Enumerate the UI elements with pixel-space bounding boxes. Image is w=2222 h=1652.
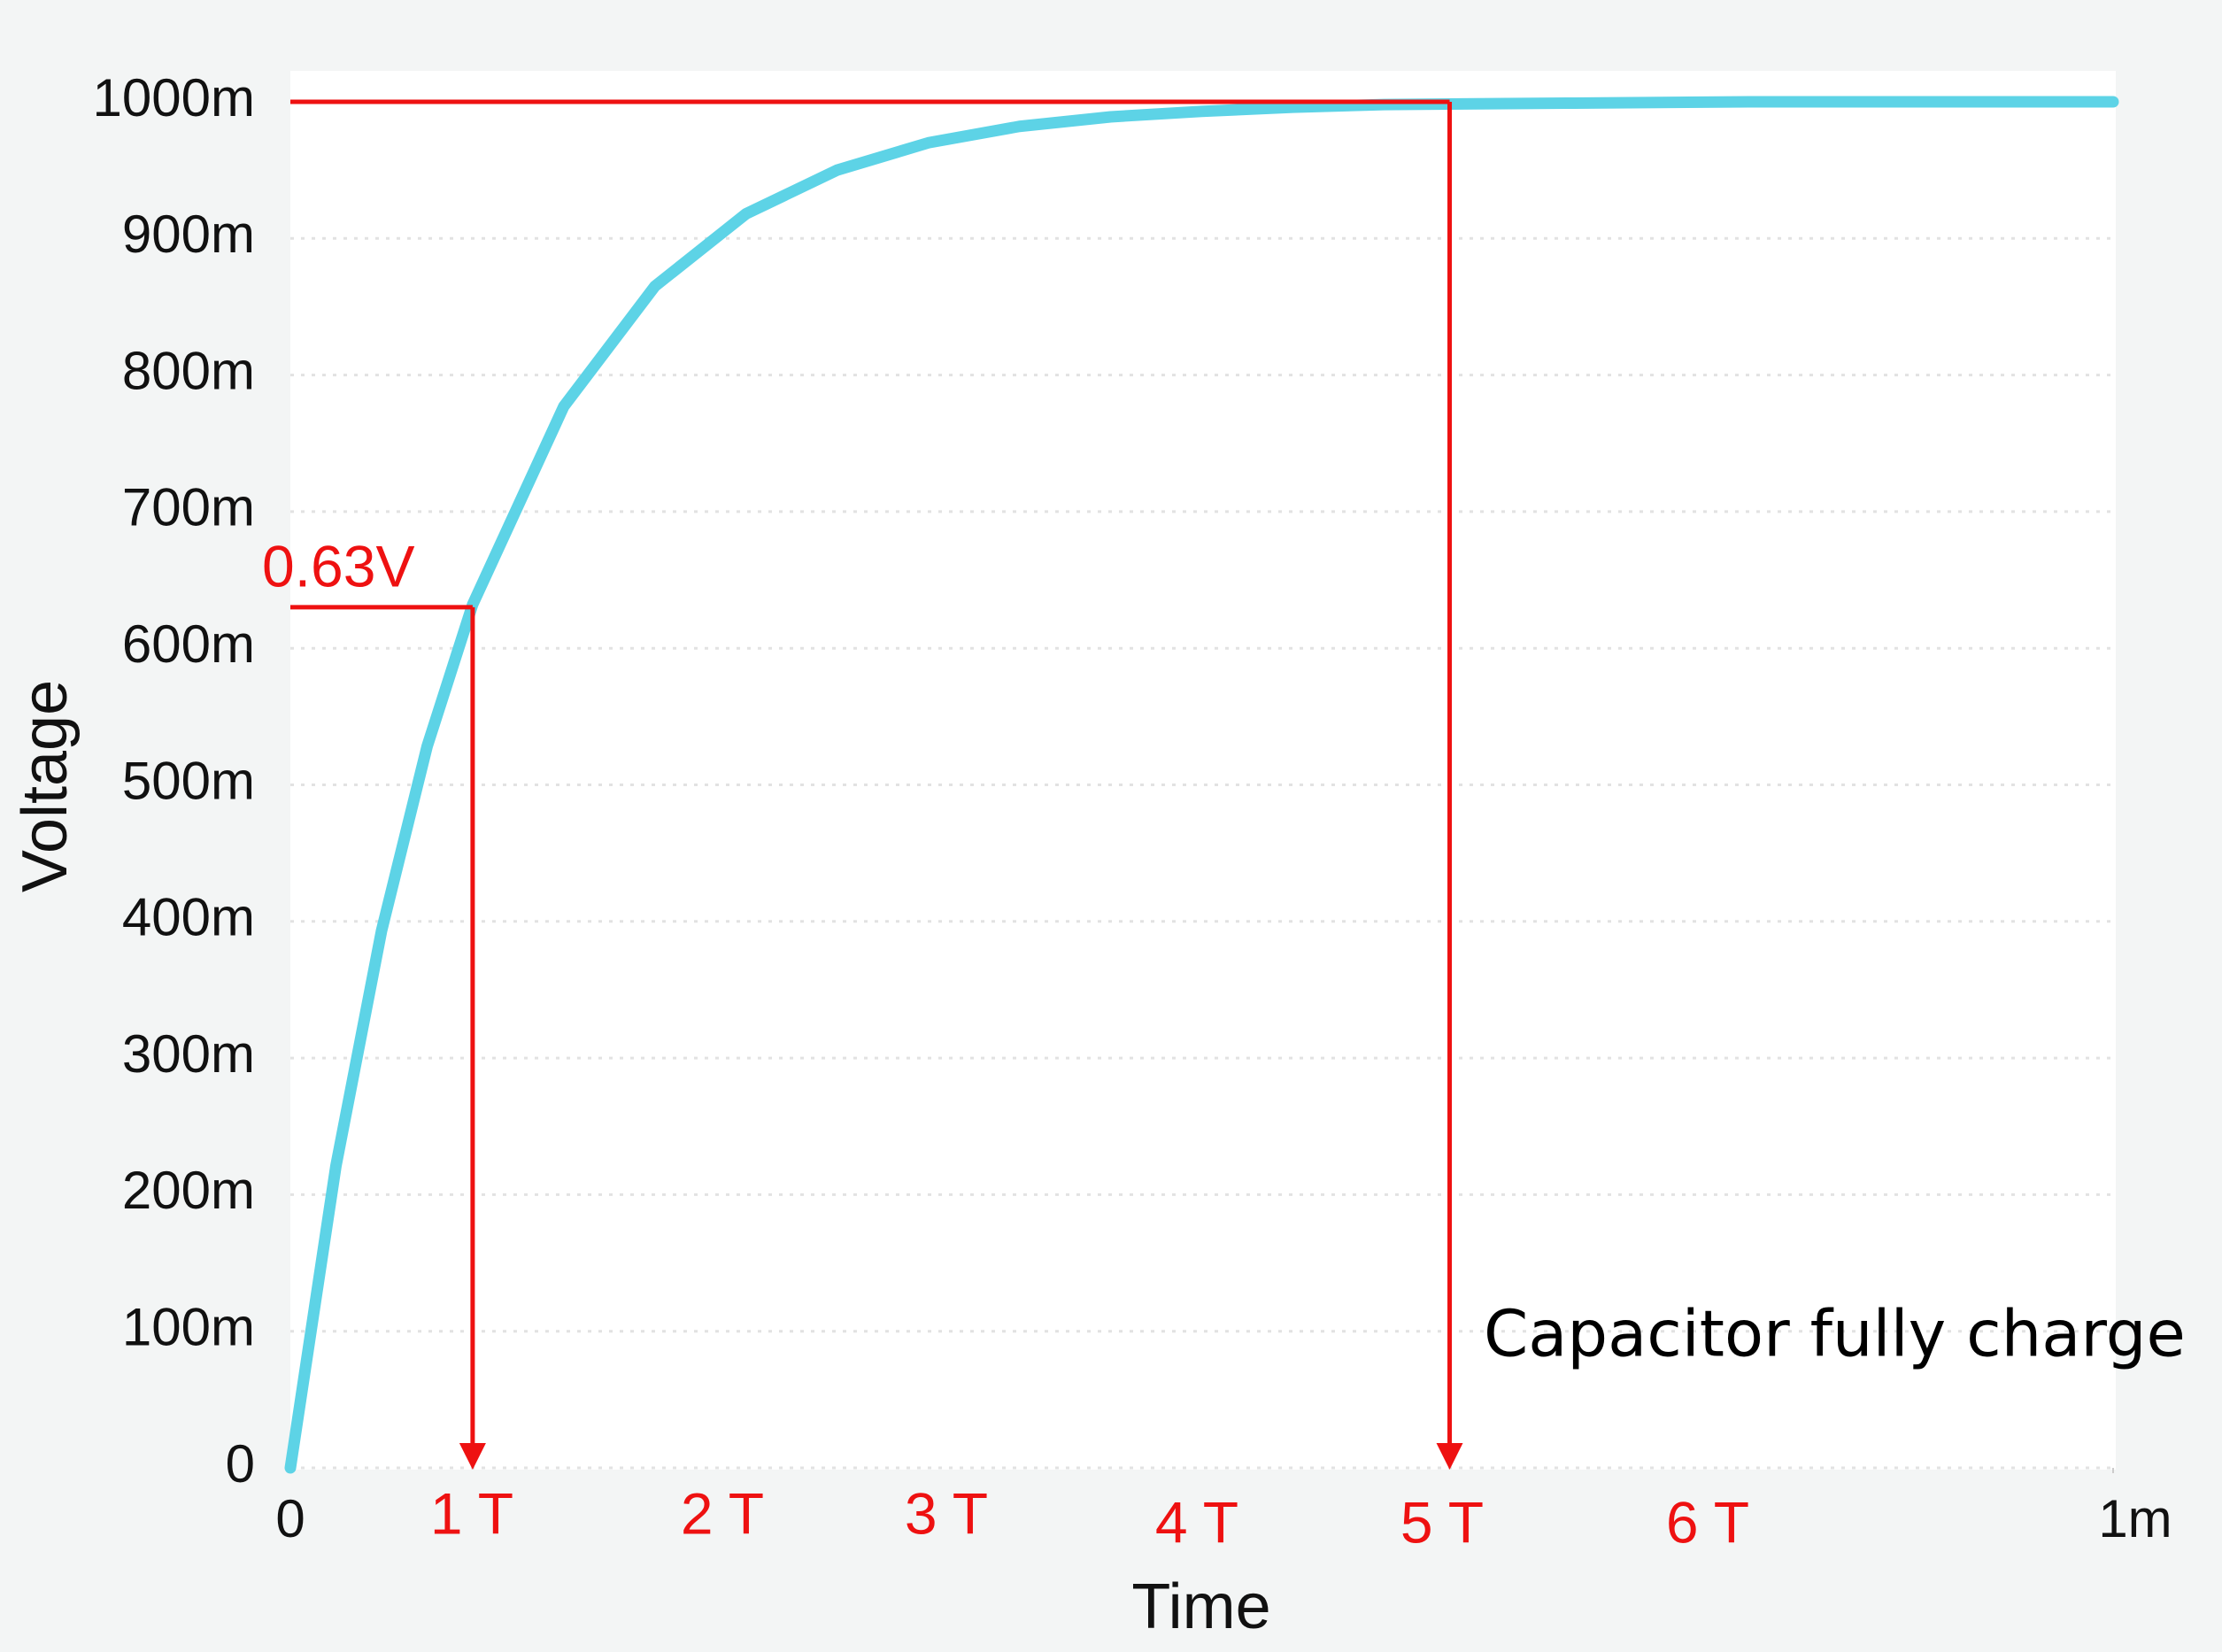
y-tick-label: 200m: [122, 1161, 255, 1220]
y-tick-label: 800m: [122, 341, 255, 400]
y-tick-label: 0: [226, 1434, 255, 1494]
y-tick-label: 500m: [122, 751, 255, 810]
time-constant-label: 6 T: [1666, 1489, 1749, 1555]
y-tick-label: 1000m: [93, 68, 255, 127]
value-annotation: 0.63V: [262, 533, 414, 598]
time-constant-label: 5 T: [1400, 1489, 1484, 1555]
time-constant-label: 2 T: [681, 1480, 764, 1546]
y-tick-label: 300m: [122, 1024, 255, 1084]
y-axis-title: Voltage: [10, 680, 81, 892]
y-tick-label: 900m: [122, 205, 255, 264]
x-tick-label: 0: [275, 1489, 305, 1548]
y-tick-label: 400m: [122, 888, 255, 947]
note-annotation: Capacitor fully charge: [1484, 1297, 2186, 1371]
time-constant-label: 1 T: [430, 1480, 513, 1546]
time-constant-label: 3 T: [905, 1480, 988, 1546]
x-axis-title: Time: [1131, 1571, 1270, 1642]
y-tick-label: 700m: [122, 478, 255, 537]
y-tick-label: 100m: [122, 1298, 255, 1357]
x-tick-label: 1m: [2098, 1489, 2172, 1548]
plot-area: [290, 71, 2116, 1470]
time-constant-label: 4 T: [1155, 1489, 1238, 1555]
data-line: [284, 96, 2119, 1474]
y-tick-label: 600m: [122, 614, 255, 674]
